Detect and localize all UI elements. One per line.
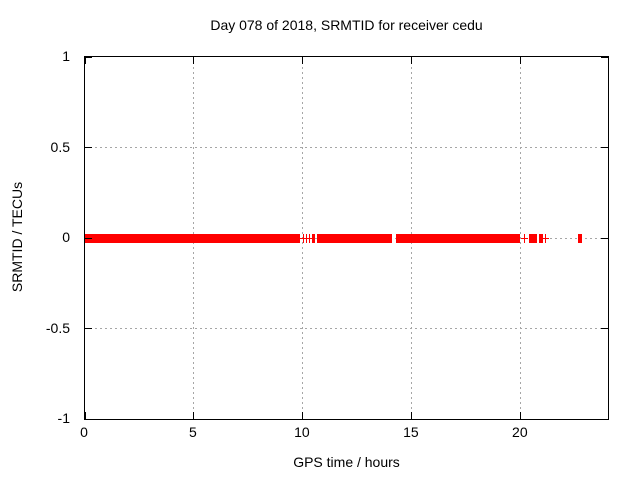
data-series-layer [85, 57, 608, 419]
x-axis-label: GPS time / hours [293, 454, 400, 470]
data-segment [396, 233, 521, 243]
y-tick-label: -0.5 [45, 319, 70, 336]
y-tick-right [601, 56, 608, 58]
x-tick-label: 20 [512, 424, 528, 440]
y-tick-right [601, 328, 608, 329]
y-tick-label: 1 [62, 48, 70, 64]
grid-line-horizontal [85, 147, 608, 148]
x-tick-label: 15 [403, 424, 419, 440]
x-tick-bottom [84, 412, 86, 419]
y-tick-label: -1 [57, 410, 70, 426]
data-segment [529, 233, 533, 243]
data-point-plus [306, 237, 314, 239]
data-segment [85, 233, 301, 243]
x-tick-top [520, 57, 522, 64]
y-tick-left [85, 328, 92, 329]
y-tick-right [601, 237, 608, 239]
x-tick-bottom [193, 412, 195, 419]
x-tick-top [302, 57, 304, 64]
y-tick-left [85, 56, 92, 58]
y-tick-left [85, 418, 92, 420]
data-segment [538, 233, 544, 243]
x-tick-top [84, 57, 86, 64]
x-tick-bottom [411, 412, 413, 419]
y-tick-right [601, 418, 608, 420]
y-tick-left [85, 237, 92, 239]
chart-title: Day 078 of 2018, SRMTID for receiver ced… [210, 17, 483, 33]
data-point-plus [541, 237, 549, 239]
plot-area [84, 56, 609, 420]
data-segment [533, 233, 537, 243]
y-tick-label: 0 [62, 229, 70, 245]
data-segment [578, 233, 583, 243]
data-segment [312, 233, 316, 243]
x-tick-label: 5 [189, 424, 197, 440]
y-tick-label: 0.5 [50, 138, 70, 155]
data-point-plus [520, 237, 528, 239]
grid-line-horizontal [85, 328, 608, 329]
x-tick-label: 0 [80, 424, 88, 440]
x-tick-bottom [302, 412, 304, 419]
tick-layer [84, 56, 608, 420]
data-segment [317, 233, 392, 243]
y-tick-right [601, 147, 608, 148]
x-tick-top [411, 57, 413, 64]
x-tick-bottom [520, 412, 522, 419]
x-tick-label: 10 [294, 424, 310, 440]
x-tick-top [193, 57, 195, 64]
y-tick-left [85, 147, 92, 148]
